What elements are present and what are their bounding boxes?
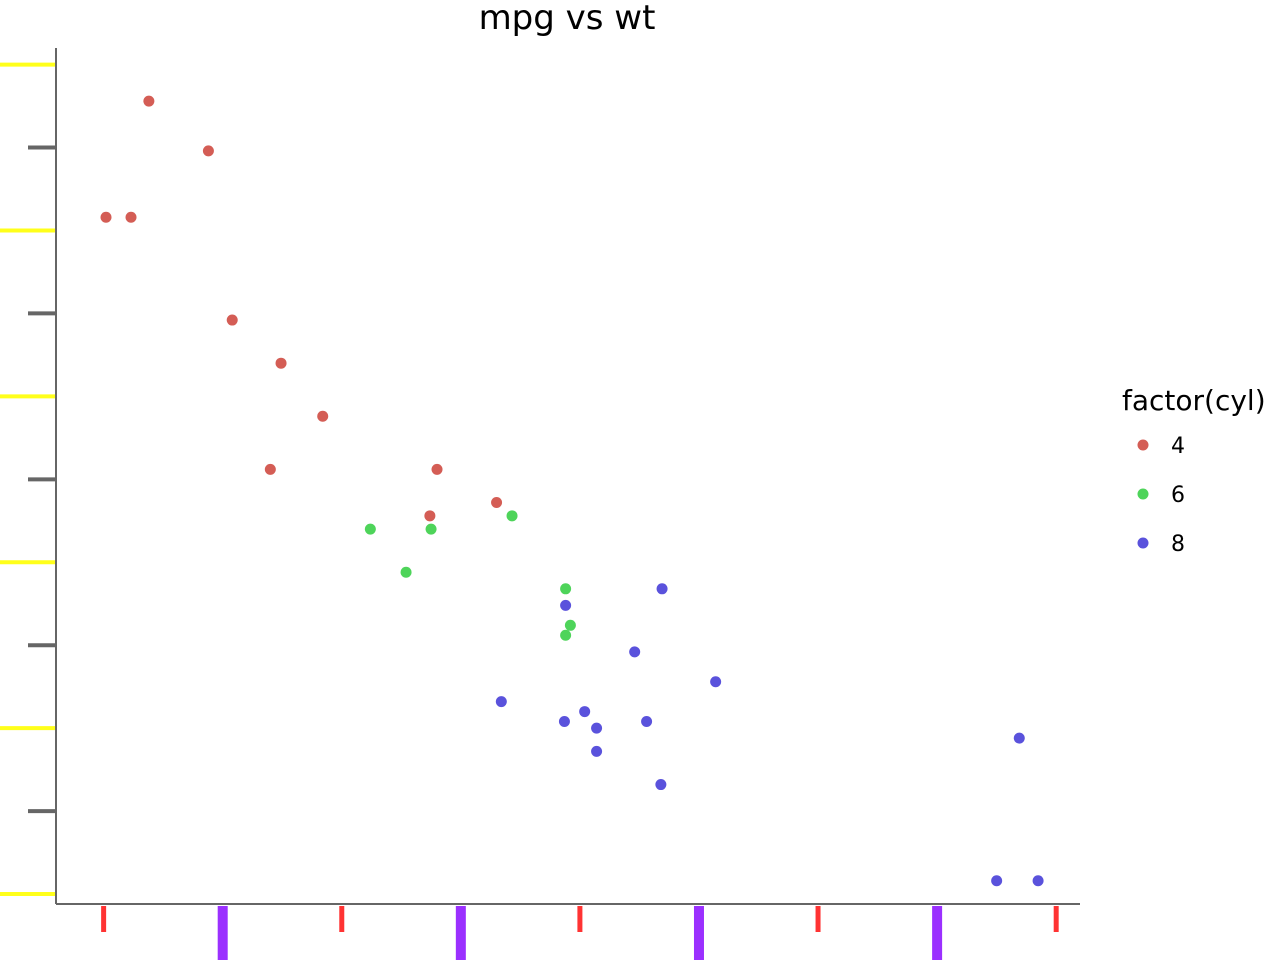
data-point-cyl-8 — [710, 676, 722, 688]
legend-key-6 — [1137, 488, 1149, 500]
data-point-cyl-8 — [495, 696, 507, 708]
legend-label-6: 6 — [1171, 483, 1185, 508]
data-point-cyl-8 — [991, 875, 1003, 887]
data-point-cyl-8 — [1013, 732, 1025, 744]
data-point-cyl-8 — [629, 646, 641, 658]
data-point-cyl-4 — [125, 211, 137, 223]
data-point-cyl-6 — [425, 523, 437, 535]
data-points — [100, 95, 1044, 887]
chart-title: mpg vs wt — [479, 0, 656, 38]
data-point-cyl-8 — [1032, 875, 1044, 887]
data-point-cyl-8 — [579, 706, 591, 718]
data-point-cyl-6 — [506, 510, 518, 522]
data-point-cyl-4 — [275, 357, 287, 369]
data-point-cyl-8 — [591, 722, 603, 734]
data-point-cyl-4 — [431, 463, 443, 475]
data-point-cyl-8 — [591, 745, 603, 757]
legend: factor(cyl) 4 6 8 — [1122, 384, 1266, 557]
legend-items: 4 6 8 — [1137, 434, 1185, 557]
data-point-cyl-8 — [641, 716, 653, 728]
data-point-cyl-6 — [564, 619, 576, 631]
data-point-cyl-8 — [558, 716, 570, 728]
data-point-cyl-4 — [317, 410, 329, 422]
legend-label-4: 4 — [1171, 434, 1185, 459]
x-axis-ticks — [101, 906, 1059, 960]
data-point-cyl-8 — [655, 779, 667, 791]
data-point-cyl-6 — [364, 523, 376, 535]
legend-title: factor(cyl) — [1122, 384, 1266, 417]
data-point-cyl-6 — [560, 629, 572, 641]
legend-label-8: 8 — [1171, 532, 1185, 557]
data-point-cyl-8 — [656, 583, 668, 595]
data-point-cyl-4 — [100, 211, 112, 223]
data-point-cyl-6 — [400, 566, 412, 578]
data-point-cyl-8 — [560, 599, 572, 611]
data-point-cyl-4 — [264, 463, 276, 475]
legend-key-4 — [1137, 439, 1149, 451]
y-axis-ticks — [0, 62, 56, 897]
legend-key-8 — [1137, 537, 1149, 549]
data-point-cyl-4 — [424, 510, 436, 522]
data-point-cyl-4 — [202, 145, 214, 157]
data-point-cyl-4 — [143, 95, 155, 107]
data-point-cyl-4 — [226, 314, 238, 326]
data-point-cyl-4 — [491, 497, 503, 509]
data-point-cyl-6 — [560, 583, 572, 595]
